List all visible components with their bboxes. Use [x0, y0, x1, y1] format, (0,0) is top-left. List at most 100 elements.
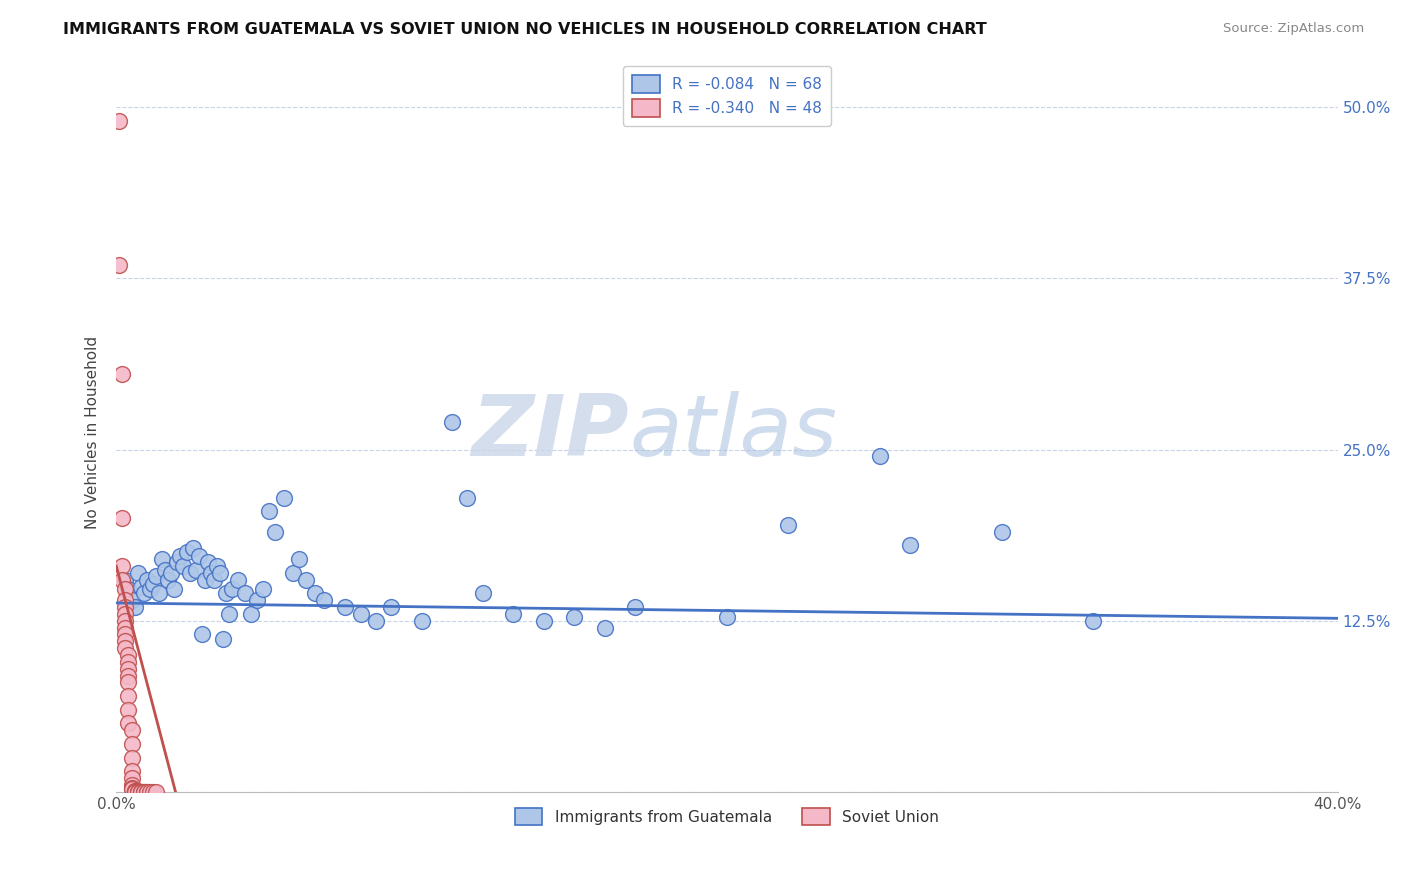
- Point: [153, 563, 176, 577]
- Point: [124, 785, 146, 799]
- Point: [364, 614, 387, 628]
- Point: [194, 573, 217, 587]
- Point: [456, 491, 478, 505]
- Point: [142, 785, 165, 799]
- Point: [121, 771, 143, 785]
- Point: [264, 524, 287, 539]
- Point: [221, 582, 243, 597]
- Text: Source: ZipAtlas.com: Source: ZipAtlas.com: [1223, 22, 1364, 36]
- Point: [117, 655, 139, 669]
- Point: [990, 524, 1012, 539]
- Point: [148, 586, 170, 600]
- Point: [191, 627, 214, 641]
- Text: IMMIGRANTS FROM GUATEMALA VS SOVIET UNION NO VEHICLES IN HOUSEHOLD CORRELATION C: IMMIGRANTS FROM GUATEMALA VS SOVIET UNIO…: [63, 22, 987, 37]
- Point: [117, 668, 139, 682]
- Point: [135, 785, 157, 799]
- Point: [121, 782, 143, 797]
- Point: [114, 614, 136, 628]
- Point: [502, 607, 524, 621]
- Point: [124, 783, 146, 797]
- Point: [273, 491, 295, 505]
- Point: [129, 785, 152, 799]
- Point: [624, 600, 647, 615]
- Point: [121, 750, 143, 764]
- Point: [127, 785, 149, 799]
- Point: [114, 607, 136, 621]
- Point: [228, 573, 250, 587]
- Point: [114, 621, 136, 635]
- Point: [181, 541, 204, 556]
- Point: [114, 573, 136, 587]
- Point: [121, 764, 143, 779]
- Point: [283, 566, 305, 580]
- Point: [121, 737, 143, 751]
- Point: [114, 600, 136, 615]
- Point: [117, 662, 139, 676]
- Point: [1083, 614, 1105, 628]
- Point: [562, 609, 585, 624]
- Point: [108, 258, 131, 272]
- Point: [135, 573, 157, 587]
- Text: ZIP: ZIP: [471, 391, 630, 474]
- Point: [114, 641, 136, 656]
- Point: [121, 593, 143, 607]
- Point: [202, 573, 225, 587]
- Point: [160, 566, 183, 580]
- Point: [142, 576, 165, 591]
- Point: [716, 609, 738, 624]
- Point: [111, 511, 134, 525]
- Point: [157, 573, 180, 587]
- Point: [150, 552, 173, 566]
- Point: [127, 785, 149, 799]
- Point: [129, 785, 152, 799]
- Point: [121, 780, 143, 795]
- Point: [209, 566, 232, 580]
- Point: [114, 593, 136, 607]
- Point: [233, 586, 256, 600]
- Point: [145, 568, 167, 582]
- Point: [108, 114, 131, 128]
- Point: [172, 559, 194, 574]
- Point: [349, 607, 371, 621]
- Point: [166, 555, 188, 569]
- Point: [197, 555, 219, 569]
- Point: [127, 785, 149, 799]
- Point: [246, 593, 269, 607]
- Point: [129, 785, 152, 799]
- Point: [380, 600, 402, 615]
- Point: [441, 415, 464, 429]
- Point: [200, 566, 222, 580]
- Point: [117, 689, 139, 703]
- Point: [124, 600, 146, 615]
- Point: [114, 627, 136, 641]
- Point: [294, 573, 316, 587]
- Point: [179, 566, 201, 580]
- Point: [239, 607, 262, 621]
- Point: [117, 675, 139, 690]
- Point: [205, 559, 228, 574]
- Point: [127, 566, 149, 580]
- Point: [135, 785, 157, 799]
- Point: [139, 785, 162, 799]
- Point: [218, 607, 240, 621]
- Point: [124, 785, 146, 799]
- Point: [187, 549, 209, 564]
- Point: [533, 614, 555, 628]
- Point: [898, 538, 921, 552]
- Point: [288, 552, 311, 566]
- Point: [593, 621, 616, 635]
- Point: [132, 785, 155, 799]
- Point: [132, 586, 155, 600]
- Y-axis label: No Vehicles in Household: No Vehicles in Household: [86, 336, 100, 529]
- Point: [312, 593, 335, 607]
- Point: [776, 517, 799, 532]
- Point: [129, 580, 152, 594]
- Point: [176, 545, 198, 559]
- Point: [117, 703, 139, 717]
- Point: [121, 723, 143, 738]
- Point: [169, 549, 191, 564]
- Point: [139, 582, 162, 597]
- Point: [411, 614, 433, 628]
- Point: [111, 573, 134, 587]
- Point: [215, 586, 238, 600]
